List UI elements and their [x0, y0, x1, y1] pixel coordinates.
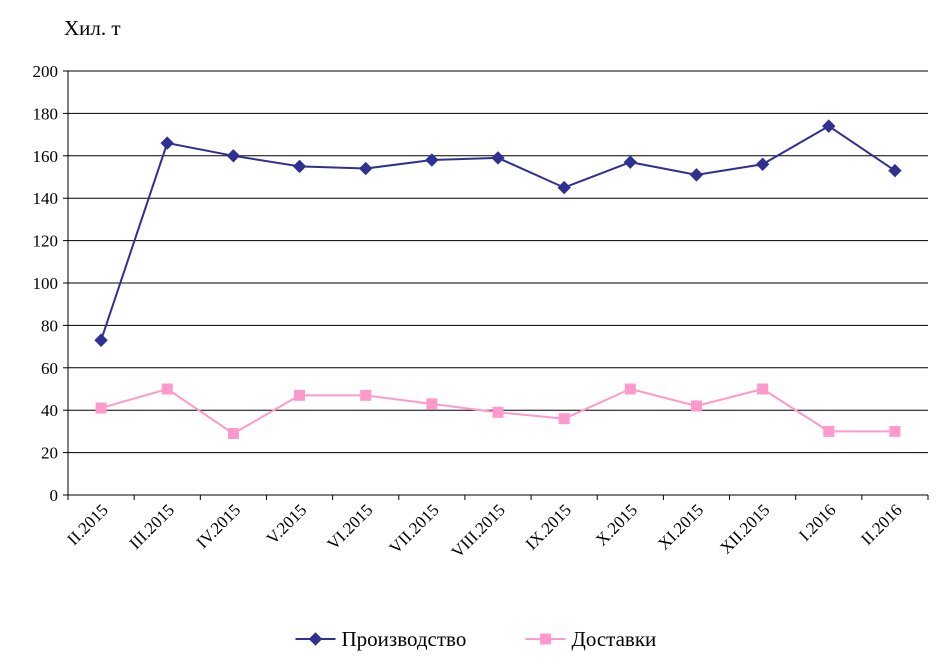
y-tick-label: 20 — [41, 444, 58, 463]
x-tick-label: X.2015 — [592, 500, 641, 549]
legend-swatch-marker — [308, 632, 323, 646]
data-point — [294, 389, 306, 401]
legend: Производство Доставки — [295, 627, 657, 651]
data-point — [94, 333, 108, 347]
data-point — [558, 413, 570, 425]
legend-label: Доставки — [572, 627, 657, 651]
x-tick-label: XI.2015 — [654, 500, 707, 553]
data-point — [888, 163, 902, 178]
legend-label: Производство — [342, 627, 467, 651]
x-tick-labels: II.2015 III.2015 IV.2015 V.2015 VI.2015 VII.2… — [63, 500, 905, 561]
y-tick-label: 180 — [33, 104, 59, 123]
x-tick-label: VII.2015 — [385, 500, 442, 557]
x-tick-label: IX.2015 — [522, 500, 575, 553]
data-point — [557, 180, 571, 195]
data-point — [690, 400, 702, 412]
y-tick-label: 0 — [50, 486, 59, 505]
y-tick-labels: 0 20 40 60 80 100 120 140 160 180 200 — [33, 62, 59, 505]
x-tick-label: XII.2015 — [716, 500, 773, 557]
x-tick-label: VIII.2015 — [448, 500, 509, 561]
data-point — [822, 119, 836, 133]
series-1 — [94, 119, 902, 347]
data-point — [889, 425, 901, 437]
x-tick-label: VI.2015 — [323, 500, 376, 553]
data-point — [360, 389, 372, 401]
x-tick-label: I.2016 — [795, 500, 839, 544]
grid-lines — [68, 70, 928, 454]
data-point — [823, 425, 835, 437]
data-point — [160, 136, 174, 150]
y-tick-label: 160 — [33, 147, 59, 166]
x-tick-label: IV.2015 — [193, 500, 245, 552]
x-tick-label: II.2015 — [63, 500, 111, 548]
series — [94, 119, 902, 440]
data-point — [623, 155, 638, 169]
y-tick-label: 140 — [33, 189, 59, 208]
legend-swatch-marker — [540, 633, 551, 645]
x-tick-label: III.2015 — [126, 500, 178, 552]
data-point — [491, 151, 505, 165]
y-tick-label: 80 — [41, 316, 58, 335]
data-point — [757, 383, 769, 395]
x-tick-label: II.2016 — [857, 500, 905, 548]
data-point — [227, 428, 239, 440]
data-point — [689, 168, 704, 182]
y-tick-label: 60 — [41, 359, 58, 378]
data-point — [292, 159, 307, 174]
data-point — [624, 383, 636, 395]
y-tick-label: 100 — [33, 274, 59, 293]
axes — [63, 70, 929, 500]
data-point — [425, 153, 439, 167]
y-tick-label: 200 — [33, 62, 59, 81]
unit-label: Хил. т — [64, 16, 121, 40]
data-point — [358, 161, 373, 176]
data-point — [426, 398, 438, 410]
data-point — [755, 157, 770, 171]
y-tick-label: 120 — [33, 232, 59, 251]
series-2 — [95, 383, 901, 440]
data-point — [492, 406, 504, 418]
data-point — [226, 149, 241, 163]
legend-item: Доставки — [525, 627, 657, 651]
legend-item: Производство — [295, 627, 467, 651]
x-tick-label: V.2015 — [263, 500, 311, 548]
data-point — [95, 402, 107, 414]
data-point — [161, 383, 173, 395]
y-tick-label: 40 — [41, 401, 58, 420]
